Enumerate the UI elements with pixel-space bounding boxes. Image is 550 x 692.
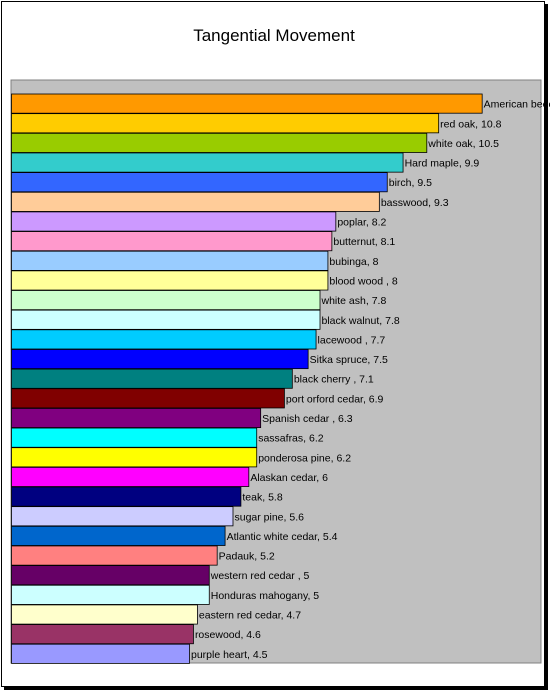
data-label: butternut, 8.1: [333, 236, 395, 248]
data-label: blood wood , 8: [329, 275, 397, 287]
bar: [11, 270, 329, 291]
bar: [11, 643, 190, 664]
data-label: eastern red cedar, 4.7: [199, 610, 301, 622]
data-label: birch, 9.5: [389, 177, 432, 189]
data-label: sassafras, 6.2: [258, 433, 324, 445]
bar: [11, 152, 404, 173]
bar: [11, 368, 293, 389]
data-label: poplar, 8.2: [337, 217, 386, 229]
data-label: rosewood, 4.6: [195, 629, 261, 641]
data-label: Hard maple, 9.9: [405, 158, 480, 170]
data-label: Sitka spruce, 7.5: [310, 354, 388, 366]
data-label: purple heart, 4.5: [191, 649, 268, 661]
data-label: black cherry , 7.1: [294, 374, 374, 386]
bar: [11, 525, 226, 546]
data-label: teak, 5.8: [242, 492, 282, 504]
bar: [11, 231, 333, 252]
data-label: red oak, 10.8: [440, 118, 501, 130]
bar: [11, 309, 321, 330]
bar: [11, 427, 258, 448]
data-label: white oak, 10.5: [427, 138, 499, 150]
data-label: western red cedar , 5: [210, 570, 310, 582]
bar: [11, 486, 242, 507]
bar: [11, 447, 258, 468]
data-label: Alaskan cedar, 6: [250, 472, 328, 484]
bar: [11, 604, 198, 625]
data-label: port orford cedar, 6.9: [286, 393, 384, 405]
data-label: ponderosa pine, 6.2: [258, 452, 351, 464]
bar: [11, 191, 380, 212]
data-label: black walnut, 7.8: [322, 315, 400, 327]
bar: [11, 290, 321, 311]
data-label: basswood, 9.3: [381, 197, 449, 209]
data-label: Padauk, 5.2: [219, 551, 275, 563]
bar: [11, 329, 317, 350]
bar: [11, 349, 309, 370]
data-label: Honduras mahogany, 5: [211, 590, 320, 602]
bar: [11, 172, 388, 193]
data-label: white ash, 7.8: [321, 295, 387, 307]
data-label: sugar pine, 5.6: [234, 511, 304, 523]
bar: [11, 388, 285, 409]
data-label: lacewood , 7.7: [318, 334, 386, 346]
bar: [11, 93, 483, 114]
data-label: Spanish cedar , 6.3: [262, 413, 353, 425]
bar: [11, 407, 262, 428]
bar: [11, 466, 250, 487]
bar: [11, 113, 440, 134]
data-label: Atlantic white cedar, 5.4: [227, 531, 338, 543]
bar: [11, 584, 210, 605]
bar: [11, 624, 194, 645]
bar: [11, 250, 329, 271]
bar: [11, 565, 210, 586]
chart-title: Tangential Movement: [193, 26, 355, 45]
bar: [11, 545, 218, 566]
bar: [11, 211, 337, 232]
data-label: bubinga, 8: [329, 256, 378, 268]
bar: [11, 506, 234, 527]
bar: [11, 132, 428, 153]
data-label: American beech, 11.9: [484, 99, 550, 111]
